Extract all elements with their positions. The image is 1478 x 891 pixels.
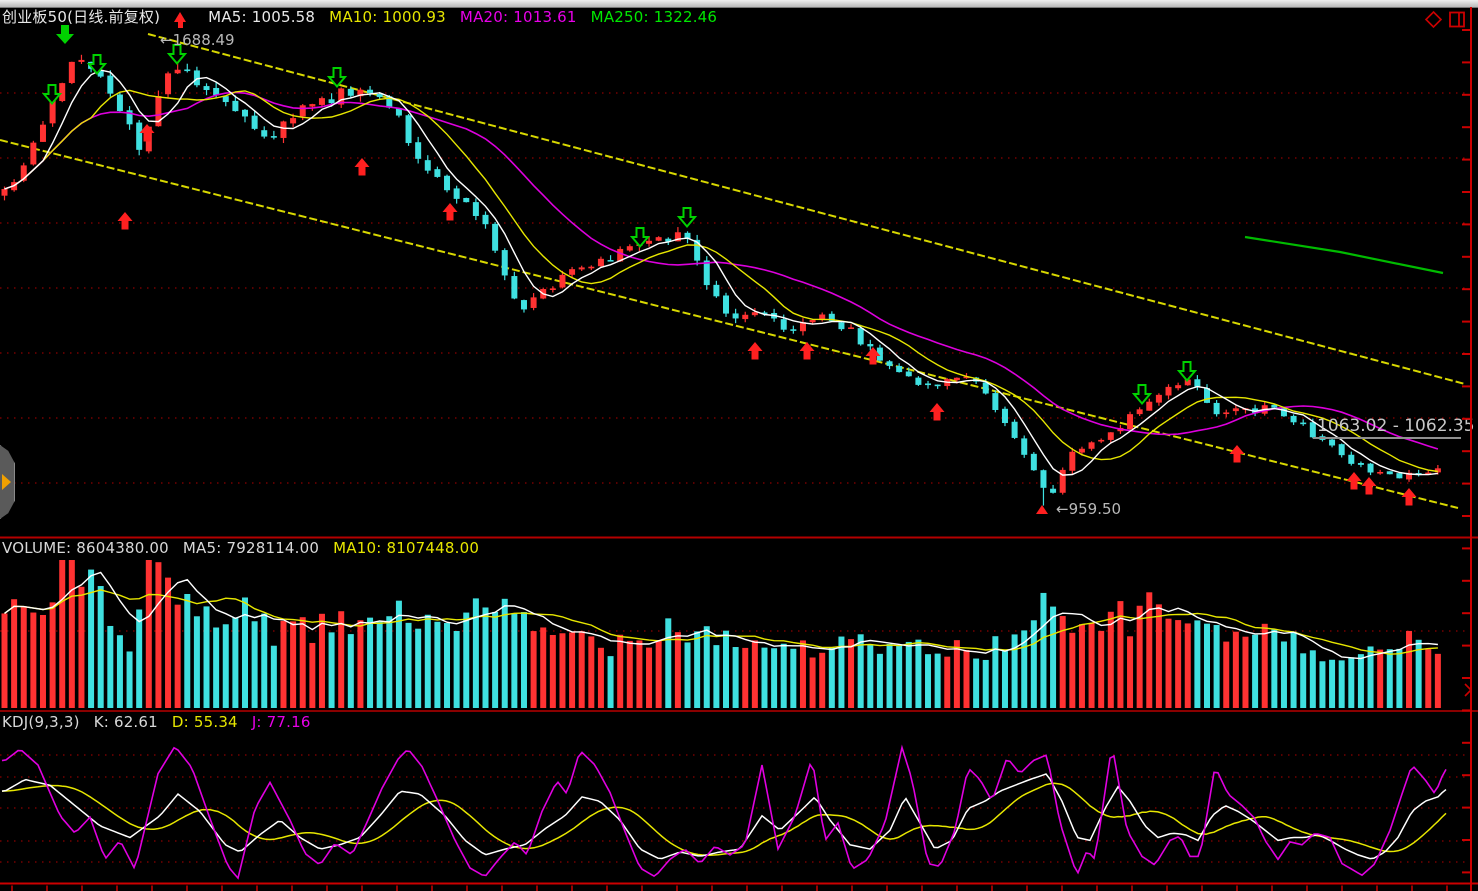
panel-chevron-right-icon[interactable]	[1464, 683, 1473, 697]
kdj-j-value: J: 77.16	[251, 713, 311, 731]
ma250-value: MA250: 1322.46	[590, 8, 718, 26]
kdj-name: KDJ(9,3,3)	[2, 713, 80, 731]
expand-right-icon	[2, 474, 11, 490]
window-split-icon[interactable]	[1448, 10, 1467, 29]
window-titlebar	[0, 0, 1478, 8]
svg-text:1063.02 - 1062.35: 1063.02 - 1062.35	[1317, 416, 1475, 436]
kdj-k-value: K: 62.61	[93, 713, 158, 731]
volume-ma10-value: MA10: 8107448.00	[333, 539, 480, 557]
svg-text:←1688.49: ←1688.49	[160, 31, 235, 49]
price-panel-header: 创业板50(日线.前复权) MA5: 1005.58 MA10: 1000.93 MA…	[2, 6, 731, 28]
ma20-value: MA20: 1013.61	[459, 8, 577, 26]
ma5-value: MA5: 1005.58	[208, 8, 316, 26]
volume-ma5-value: MA5: 7928114.00	[182, 539, 320, 557]
diamond-icon[interactable]	[1424, 10, 1443, 29]
kdj-d-value: D: 55.34	[171, 713, 238, 731]
svg-text:←959.50: ←959.50	[1056, 500, 1121, 518]
volume-panel-header: VOLUME: 8604380.00 MA5: 7928114.00 MA10: 8…	[2, 539, 493, 557]
kdj-panel-header: KDJ(9,3,3) K: 62.61 D: 55.34 J: 77.16	[2, 713, 325, 731]
window-tool-icons	[1424, 10, 1467, 29]
volume-value: VOLUME: 8604380.00	[2, 539, 169, 557]
trend-up-icon	[174, 12, 187, 28]
instrument-title: 创业板50(日线.前复权)	[2, 8, 161, 26]
ma10-value: MA10: 1000.93	[329, 8, 446, 26]
